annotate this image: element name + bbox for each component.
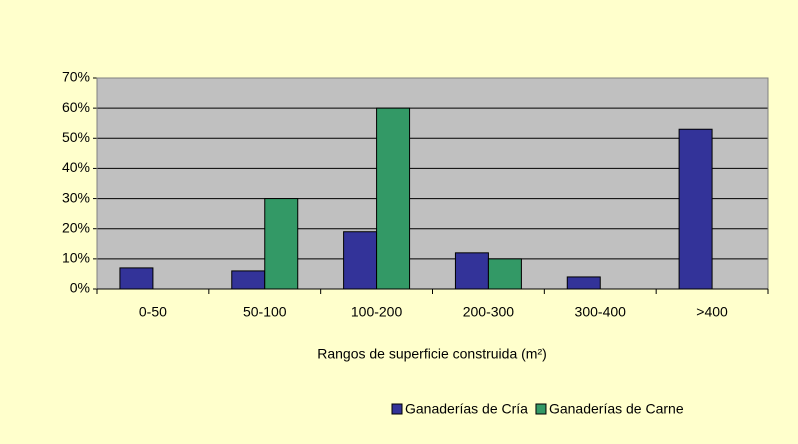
bar xyxy=(566,276,601,290)
y-tick-label: 50% xyxy=(62,129,90,145)
x-tick-label: >400 xyxy=(696,304,728,320)
bar xyxy=(454,252,489,290)
x-tick-label: 0-50 xyxy=(139,304,167,320)
bar xyxy=(231,270,266,290)
x-tick-label: 300-400 xyxy=(575,304,627,320)
y-tick-label: 10% xyxy=(62,250,90,266)
legend-label: Ganaderías de Carne xyxy=(549,401,684,417)
y-tick-label: 0% xyxy=(70,280,90,296)
x-tick-label: 100-200 xyxy=(351,304,403,320)
legend-swatch xyxy=(391,403,403,415)
y-tick-label: 20% xyxy=(62,219,90,235)
x-axis-title: Rangos de superficie construida (m²) xyxy=(317,346,547,362)
bar xyxy=(376,107,411,290)
y-tick-label: 30% xyxy=(62,189,90,205)
y-tick-label: 40% xyxy=(62,159,90,175)
bar xyxy=(119,267,154,290)
legend-label: Ganaderías de Cría xyxy=(405,401,528,417)
y-tick-label: 60% xyxy=(62,99,90,115)
x-tick-label: 50-100 xyxy=(243,304,287,320)
bar xyxy=(487,258,522,290)
bar xyxy=(264,198,299,290)
x-tick-label: 200-300 xyxy=(463,304,515,320)
bar xyxy=(343,231,378,290)
legend-swatch xyxy=(535,403,547,415)
plot-area xyxy=(97,78,768,289)
bar xyxy=(678,128,713,290)
y-tick-label: 70% xyxy=(62,69,90,85)
